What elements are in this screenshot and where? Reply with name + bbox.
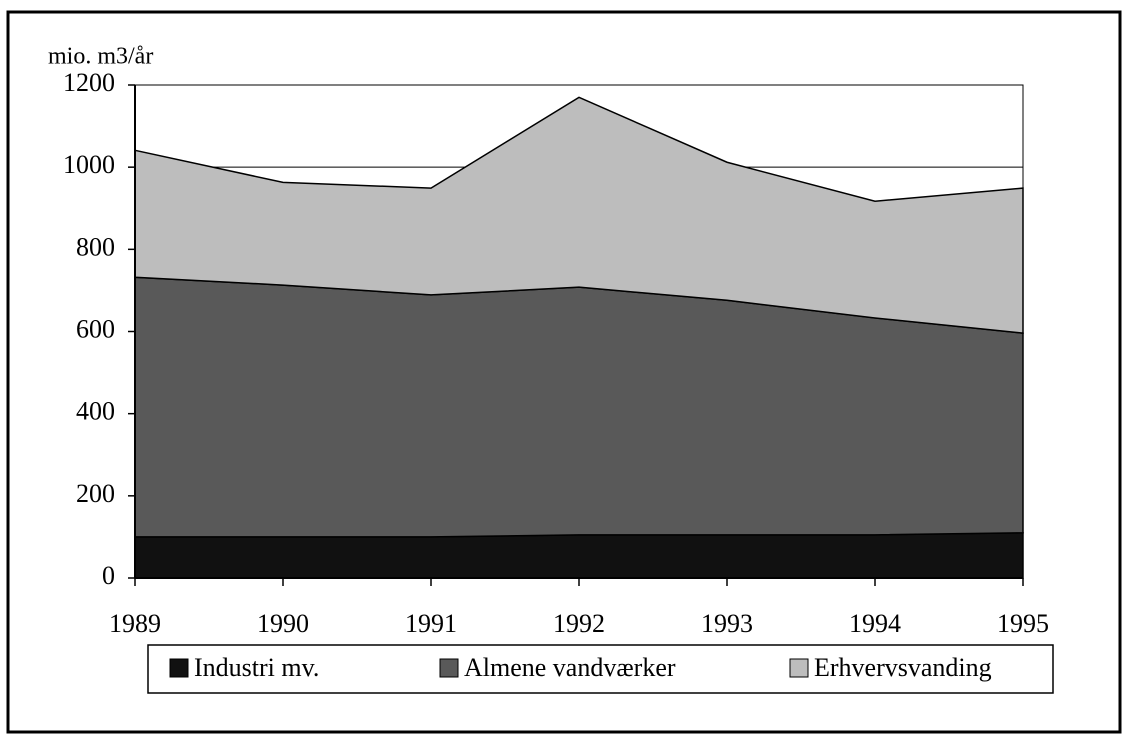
area xyxy=(134,532,1024,579)
x-tick-label: 1994 xyxy=(849,609,901,638)
x-tick-label: 1992 xyxy=(553,609,605,638)
x-tick-label: 1990 xyxy=(257,609,309,638)
legend-swatch xyxy=(789,658,809,678)
legend-label: Erhvervsvanding xyxy=(814,653,992,682)
y-tick-label: 1200 xyxy=(63,68,115,97)
y-tick-label: 800 xyxy=(76,232,115,261)
x-tick-label: 1989 xyxy=(109,609,161,638)
legend-label: Industri mv. xyxy=(194,653,319,682)
y-tick-label: 400 xyxy=(76,397,115,426)
legend xyxy=(147,644,1054,694)
x-tick-label: 1991 xyxy=(405,609,457,638)
y-tick-label: 0 xyxy=(102,561,115,590)
legend-swatch xyxy=(169,658,189,678)
y-axis-label: mio. m3/år xyxy=(48,44,153,70)
legend-label: Almene vandværker xyxy=(464,653,676,682)
legend-swatch xyxy=(439,658,459,678)
area xyxy=(134,96,1024,334)
x-tick-label: 1995 xyxy=(997,609,1049,638)
y-tick-label: 600 xyxy=(76,314,115,343)
y-tick-label: 1000 xyxy=(63,150,115,179)
x-tick-label: 1993 xyxy=(701,609,753,638)
y-tick-label: 200 xyxy=(76,479,115,508)
